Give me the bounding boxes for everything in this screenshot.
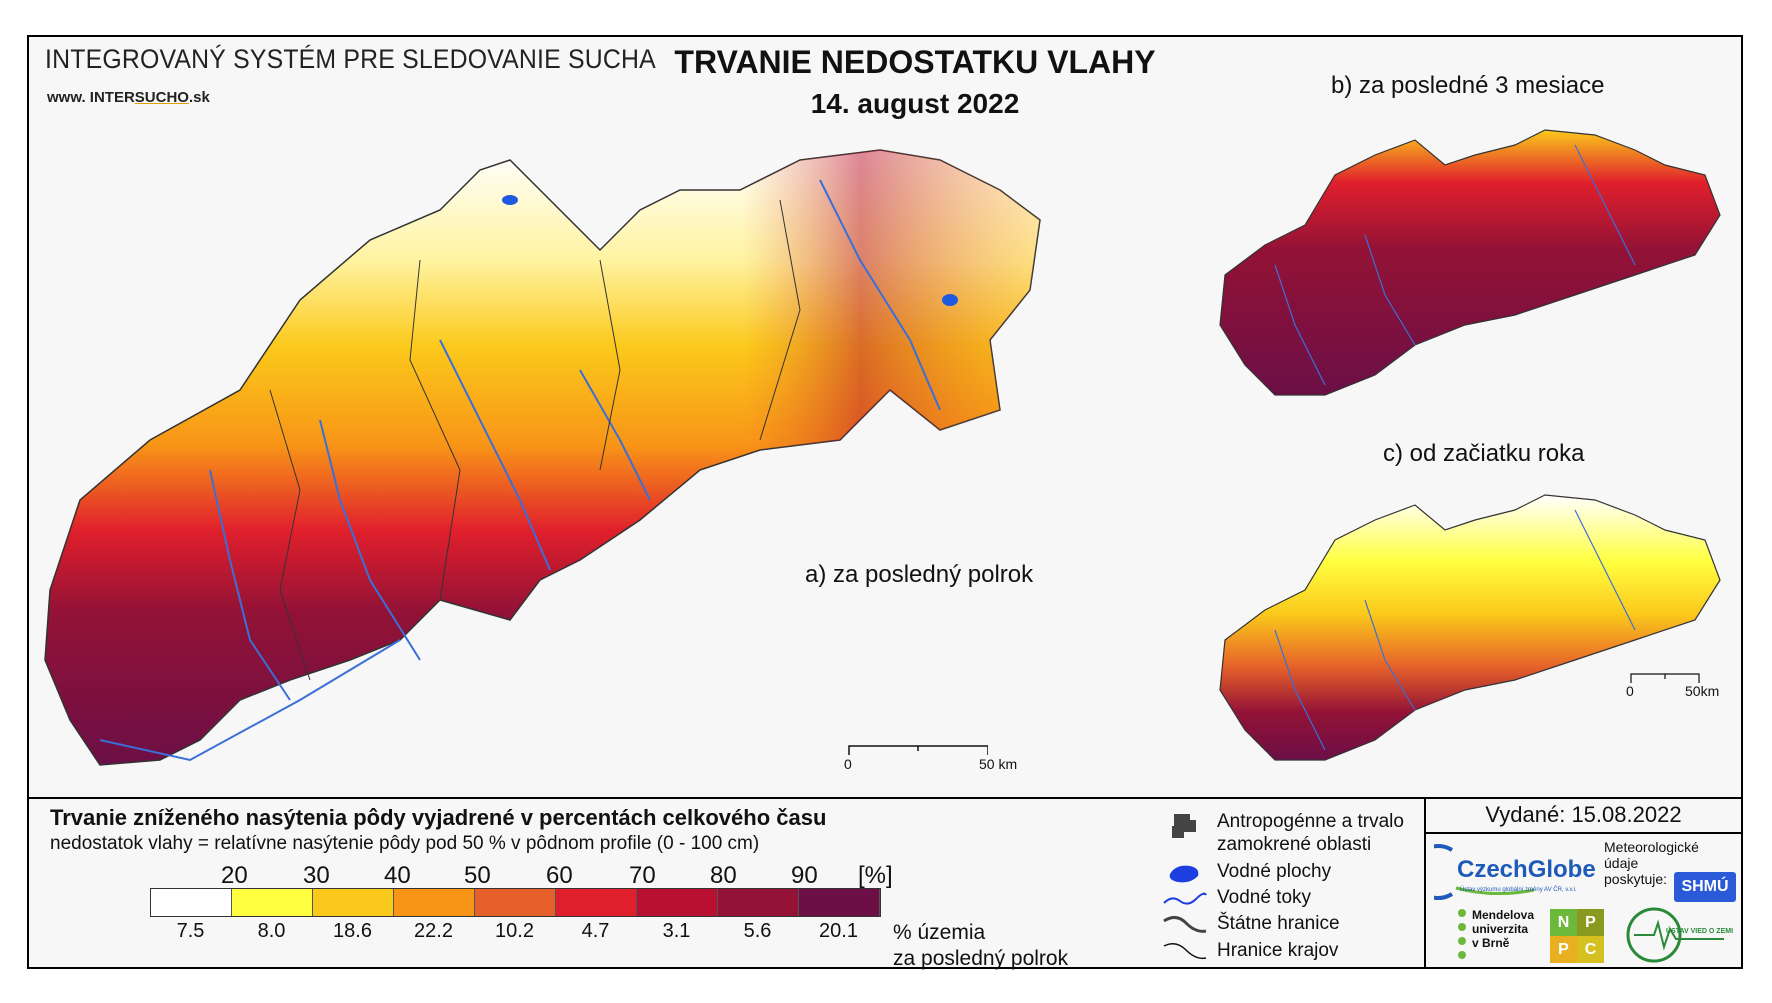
legend-tick: 70 xyxy=(629,862,656,889)
legend-tick: 80 xyxy=(710,862,737,889)
issued-date: Vydané: 15.08.2022 xyxy=(1485,802,1682,827)
legend-unit: [%] xyxy=(858,862,893,889)
nppc-n: N xyxy=(1550,909,1577,936)
water-body-a xyxy=(502,195,518,205)
czechglobe-name: CzechGlobe xyxy=(1457,856,1596,883)
color-class-5 xyxy=(475,889,556,916)
scale-main-0: 0 xyxy=(844,756,852,772)
website-prefix: www. INTER xyxy=(47,89,135,106)
color-class-2 xyxy=(232,889,313,916)
area-percent: 4.7 xyxy=(581,920,610,942)
color-class-6 xyxy=(556,889,637,916)
credits-separator xyxy=(1424,797,1426,969)
nppc-p1: P xyxy=(1577,909,1604,936)
state-border-icon xyxy=(1163,916,1207,933)
scale-main-50: 50 km xyxy=(979,756,1018,772)
color-class-1 xyxy=(151,889,232,916)
color-class-3 xyxy=(313,889,394,916)
area-note-line2: za posledný polrok xyxy=(893,947,1069,970)
met-data-line3: poskytuje: xyxy=(1604,871,1668,887)
legend-tick: 20 xyxy=(221,862,248,889)
legend-region-border: Hranice krajov xyxy=(1217,940,1339,961)
mendel-logo-dots xyxy=(1458,909,1466,959)
area-percent: 20.1 xyxy=(819,920,858,942)
slovakia-shape-c xyxy=(1219,494,1721,761)
nppc-p2: P xyxy=(1550,936,1577,963)
slovakia-shape-b xyxy=(1219,129,1721,396)
nppc-c: C xyxy=(1577,936,1604,963)
area-percent: 5.6 xyxy=(743,920,772,942)
website-suffix: .sk xyxy=(188,89,210,106)
legend-rivers: Vodné toky xyxy=(1217,887,1312,908)
scale-bar-main xyxy=(848,745,988,755)
legend-subtitle: nedostatok vlahy = relatívne nasýtenie p… xyxy=(50,833,760,854)
czechglobe-logo xyxy=(1434,844,1535,900)
met-data-line2: údaje xyxy=(1604,855,1639,871)
water-body-icon xyxy=(1169,865,1199,883)
area-percent: 10.2 xyxy=(495,920,534,942)
region-border-icon xyxy=(1163,943,1207,960)
color-class-7 xyxy=(637,889,718,916)
mendel-line1: Mendelova xyxy=(1472,908,1535,922)
map-b-label: b) za posledné 3 mesiace xyxy=(1331,72,1605,99)
color-class-9 xyxy=(799,889,880,916)
legend-tick: 40 xyxy=(384,862,411,889)
legend-separator xyxy=(27,797,1743,799)
uvz-name: ÚSTAV VIED O ZEMI xyxy=(1666,928,1734,935)
map-c-slovakia xyxy=(1219,494,1721,761)
map-date: 14. august 2022 xyxy=(810,88,1020,119)
legend-water-bodies: Vodné plochy xyxy=(1217,861,1332,882)
rivers-a xyxy=(99,179,941,762)
area-note-line1: % územia xyxy=(893,921,986,944)
met-data-line1: Meteorologické xyxy=(1604,839,1699,855)
legend-urban: Antropogénne a trvalo zamokrené oblasti xyxy=(1217,811,1404,855)
scale-small-50: 50km xyxy=(1685,683,1720,699)
mendel-university: Mendelova univerzita v Brně xyxy=(1472,908,1534,950)
shmu-logo: SHMÚ xyxy=(1674,872,1736,902)
map-a-label: a) za posledný polrok xyxy=(805,561,1034,588)
met-data-label: Meteorologické údaje poskytuje: xyxy=(1604,839,1699,887)
legend-tick: 30 xyxy=(303,862,330,889)
mendel-line2: univerzita xyxy=(1472,922,1529,936)
uvz-logo xyxy=(1626,907,1724,963)
area-percent: 18.6 xyxy=(333,920,372,942)
color-class-8 xyxy=(718,889,799,916)
area-note: % územia za posledný polrok xyxy=(893,920,1068,972)
czechglobe-subtitle: Ústav výzkumu globální změny AV ČR, v.v.… xyxy=(1460,887,1577,893)
map-a-slovakia xyxy=(44,149,1041,766)
color-scale-bar xyxy=(150,888,881,917)
region-borders-a xyxy=(269,199,801,681)
legend-tick: 90 xyxy=(791,862,818,889)
scale-small-0: 0 xyxy=(1626,683,1634,699)
website-sucho: SUCHO xyxy=(134,89,189,106)
legend-state-border: Štátne hranice xyxy=(1217,913,1340,934)
area-percent: 22.2 xyxy=(414,920,453,942)
system-title: INTEGROVANÝ SYSTÉM PRE SLEDOVANIE SUCHA xyxy=(45,44,656,74)
map-c-label: c) od začiatku roka xyxy=(1383,440,1585,467)
map-b-slovakia xyxy=(1219,129,1721,396)
water-body-a xyxy=(942,294,958,306)
main-title: TRVANIE NEDOSTATKU VLAHY xyxy=(674,44,1156,80)
issued-separator xyxy=(1424,832,1743,834)
legend-tick: 60 xyxy=(546,862,573,889)
website-link[interactable]: www. INTERSUCHO.sk xyxy=(47,89,210,106)
area-percent: 7.5 xyxy=(176,920,205,942)
nppc-logo: N P P C xyxy=(1550,909,1604,963)
area-percent: 3.1 xyxy=(662,920,691,942)
area-percent: 8.0 xyxy=(257,920,286,942)
urban-area-icon xyxy=(1172,814,1196,838)
mendel-line3: v Brně xyxy=(1472,936,1510,950)
legend-title: Trvanie zníženého nasýtenia pôdy vyjadre… xyxy=(50,805,827,830)
river-icon xyxy=(1163,892,1207,905)
legend-tick: 50 xyxy=(464,862,491,889)
color-class-4 xyxy=(394,889,475,916)
scale-bar-small xyxy=(1630,673,1700,683)
